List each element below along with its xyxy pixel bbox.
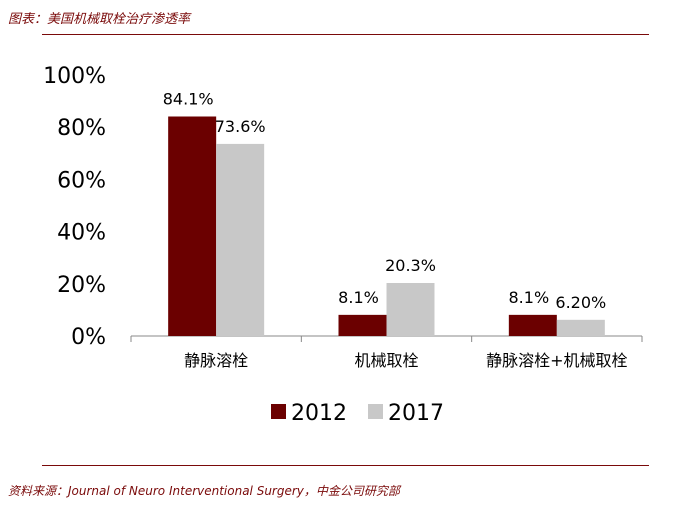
y-tick-label: 80% (57, 116, 106, 141)
y-tick-label: 100% (43, 64, 106, 89)
y-tick-label: 0% (71, 325, 106, 350)
data-label-2012: 8.1% (338, 288, 379, 307)
data-label-2017: 73.6% (215, 117, 266, 136)
legend-swatch-2012 (271, 404, 286, 419)
y-tick-label: 20% (57, 273, 106, 298)
legend-label-2012: 2012 (291, 401, 347, 426)
data-label-2017: 20.3% (385, 256, 436, 275)
figure-title: 图表：美国机械取栓治疗渗透率 (8, 12, 191, 27)
bottom-divider (42, 465, 649, 466)
legend-label-2017: 2017 (388, 401, 444, 426)
source-note: 资料来源：Journal of Neuro Interventional Sur… (8, 484, 400, 498)
bar-chart: 0% 20% 40% 60% 80% 100% 84.1%73.6% 8.1% 20.3% 8.… (43, 64, 643, 426)
bar-2012 (168, 116, 217, 337)
legend: 2012 2017 (271, 401, 444, 426)
data-labels-group: 84.1%73.6% 8.1% 20.3% 8.1% 6.20% (163, 89, 606, 311)
bar-2017 (216, 143, 265, 336)
data-label-2012: 8.1% (509, 288, 550, 307)
x-axis-ticks (130, 336, 643, 342)
data-label-2017: 6.20% (555, 293, 606, 312)
bar-2012 (338, 314, 387, 336)
bar-2017 (386, 283, 435, 336)
legend-swatch-2017 (368, 404, 383, 419)
top-divider (42, 34, 649, 35)
data-label-2012: 84.1% (163, 89, 214, 108)
category-labels-group: 静脉溶栓 机械取栓 静脉溶栓+机械取栓 (184, 351, 627, 370)
bar-2017 (556, 319, 605, 336)
category-label: 静脉溶栓+机械取栓 (486, 351, 627, 370)
y-tick-label: 40% (57, 221, 106, 246)
bar-2012 (508, 314, 557, 336)
category-label: 静脉溶栓 (184, 351, 248, 370)
category-label: 机械取栓 (354, 351, 418, 370)
y-tick-label: 60% (57, 168, 106, 193)
y-axis-ticks: 0% 20% 40% 60% 80% 100% (43, 64, 106, 350)
bars-group (168, 116, 605, 337)
